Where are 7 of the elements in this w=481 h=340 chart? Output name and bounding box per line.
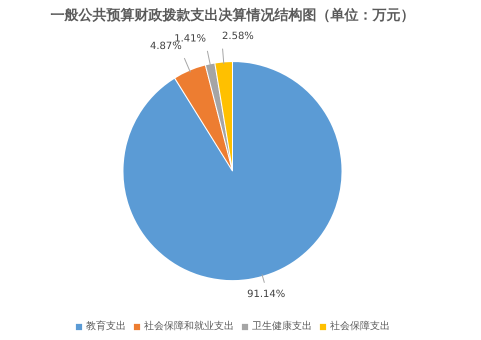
legend-label: 教育支出: [86, 320, 126, 333]
data-label: 2.58%: [222, 31, 254, 42]
legend-label: 卫生健康支出: [252, 320, 312, 333]
chart-title: 一般公共预算财政拨款支出决算情况结构图（单位：万元）: [50, 8, 414, 24]
data-label: 91.14%: [247, 289, 286, 300]
legend-label: 社会保障和就业支出: [144, 320, 234, 333]
legend-label: 社会保障支出: [330, 320, 390, 333]
